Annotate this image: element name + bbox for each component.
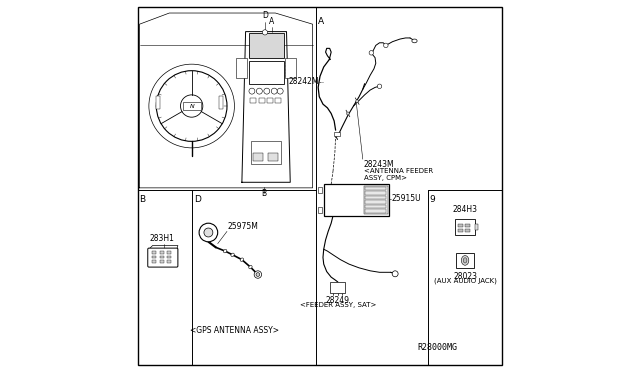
Bar xyxy=(152,256,156,258)
Ellipse shape xyxy=(463,258,467,263)
Circle shape xyxy=(262,30,268,35)
Circle shape xyxy=(271,88,277,94)
Text: B: B xyxy=(262,189,267,198)
Bar xyxy=(275,98,281,103)
Bar xyxy=(458,224,463,227)
Circle shape xyxy=(346,112,349,115)
Circle shape xyxy=(199,223,218,242)
Ellipse shape xyxy=(240,258,244,262)
Bar xyxy=(183,102,200,110)
Text: <ANTENNA FEEDER: <ANTENNA FEEDER xyxy=(364,168,433,174)
Bar xyxy=(159,256,164,258)
Ellipse shape xyxy=(412,39,417,43)
Bar xyxy=(250,98,257,103)
Text: 28249: 28249 xyxy=(326,296,350,305)
Bar xyxy=(159,251,164,254)
Bar xyxy=(251,141,281,164)
Bar xyxy=(248,33,284,58)
Ellipse shape xyxy=(249,265,252,269)
Text: D: D xyxy=(195,195,201,204)
Circle shape xyxy=(180,95,203,117)
Bar xyxy=(152,260,156,263)
Bar xyxy=(152,251,156,254)
Ellipse shape xyxy=(223,249,227,253)
Circle shape xyxy=(204,228,213,237)
Bar xyxy=(476,224,477,230)
Bar xyxy=(159,260,164,263)
Circle shape xyxy=(156,71,227,141)
Circle shape xyxy=(254,271,262,278)
Bar xyxy=(318,187,322,193)
Bar xyxy=(465,224,470,227)
Bar xyxy=(236,58,248,78)
Bar xyxy=(330,282,346,293)
Bar xyxy=(365,196,386,199)
Bar xyxy=(167,256,172,258)
Bar xyxy=(365,187,386,190)
Circle shape xyxy=(264,88,270,94)
Bar xyxy=(365,191,386,195)
FancyBboxPatch shape xyxy=(148,248,178,267)
Text: <GPS ANTENNA ASSY>: <GPS ANTENNA ASSY> xyxy=(190,326,279,335)
Text: 9: 9 xyxy=(429,195,435,204)
Circle shape xyxy=(257,88,262,94)
Text: N: N xyxy=(189,103,194,109)
Bar xyxy=(285,58,296,78)
Bar xyxy=(365,200,386,204)
Circle shape xyxy=(369,51,374,55)
Circle shape xyxy=(277,88,283,94)
Bar xyxy=(267,98,273,103)
Text: R28000MG: R28000MG xyxy=(418,343,458,352)
Bar xyxy=(156,96,160,109)
Text: 28243M: 28243M xyxy=(364,160,394,169)
Text: A: A xyxy=(269,17,275,26)
Bar xyxy=(259,98,264,103)
Circle shape xyxy=(249,88,255,94)
Text: A: A xyxy=(318,17,324,26)
Circle shape xyxy=(356,100,358,103)
Text: (AUX AUDIO JACK): (AUX AUDIO JACK) xyxy=(434,278,497,284)
Text: D: D xyxy=(262,12,268,20)
Text: ASSY, CPM>: ASSY, CPM> xyxy=(364,175,406,181)
Bar xyxy=(324,184,389,216)
Bar xyxy=(253,153,264,161)
Bar xyxy=(364,186,387,214)
Bar xyxy=(455,219,476,235)
Bar xyxy=(318,207,322,213)
Circle shape xyxy=(256,273,260,276)
Bar xyxy=(219,96,223,109)
Ellipse shape xyxy=(461,256,468,265)
Bar xyxy=(268,153,278,161)
Bar xyxy=(365,205,386,208)
Circle shape xyxy=(378,84,381,89)
Bar xyxy=(465,229,470,232)
Text: <FEEDER ASSY, SAT>: <FEEDER ASSY, SAT> xyxy=(300,302,376,308)
Text: 28242M: 28242M xyxy=(289,77,319,86)
Ellipse shape xyxy=(149,64,234,148)
Ellipse shape xyxy=(231,253,234,257)
Text: 284H3: 284H3 xyxy=(452,205,477,214)
Bar xyxy=(167,251,172,254)
Circle shape xyxy=(383,43,388,48)
Circle shape xyxy=(392,271,398,277)
Bar xyxy=(334,132,340,136)
Text: B: B xyxy=(139,195,145,204)
Bar xyxy=(248,61,284,84)
Text: 25975M: 25975M xyxy=(227,222,258,231)
Bar xyxy=(456,253,474,268)
Text: 283H1: 283H1 xyxy=(150,234,174,243)
Text: 28023: 28023 xyxy=(453,272,477,281)
Bar xyxy=(458,229,463,232)
Bar xyxy=(167,260,172,263)
Text: 25915U: 25915U xyxy=(392,194,421,203)
Bar xyxy=(365,209,386,213)
